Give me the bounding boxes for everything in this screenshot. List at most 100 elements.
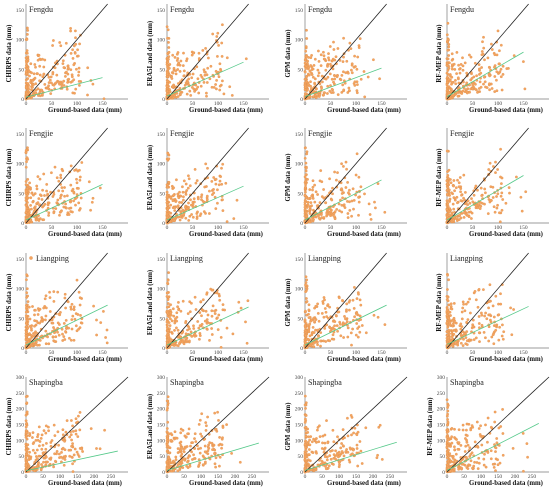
data-point — [318, 82, 322, 86]
data-point — [184, 182, 188, 186]
data-point — [317, 335, 320, 338]
data-point — [218, 436, 221, 439]
data-point — [190, 86, 194, 89]
data-point — [198, 311, 202, 314]
data-point — [477, 331, 481, 335]
data-point — [26, 29, 30, 32]
data-point — [341, 196, 344, 200]
data-point — [376, 453, 379, 457]
data-point — [69, 52, 73, 55]
data-point — [312, 218, 315, 221]
data-point — [376, 182, 380, 185]
data-point — [478, 207, 482, 210]
data-point — [25, 287, 29, 291]
data-point — [57, 189, 61, 193]
data-point — [47, 75, 51, 79]
data-point — [245, 341, 249, 345]
data-point — [206, 166, 209, 170]
data-point — [335, 178, 338, 182]
data-point — [42, 306, 46, 310]
data-point — [378, 77, 381, 81]
data-point — [216, 316, 219, 320]
data-point — [165, 436, 169, 440]
data-point — [78, 84, 81, 87]
data-point — [477, 315, 481, 318]
data-point — [56, 198, 60, 202]
data-point — [170, 332, 174, 335]
data-point — [55, 450, 59, 453]
data-point — [187, 219, 191, 222]
data-point — [71, 187, 75, 191]
data-point — [311, 326, 315, 329]
data-point — [447, 45, 451, 49]
data-point — [49, 444, 53, 448]
data-point — [447, 78, 451, 81]
data-point — [191, 51, 195, 55]
data-point — [457, 218, 461, 221]
y-tick-label: 250 — [16, 391, 25, 397]
data-point — [71, 442, 74, 445]
y-axis-label: ERA5Land data (mm) — [147, 145, 154, 210]
data-point — [169, 438, 173, 442]
data-point — [196, 197, 200, 201]
data-point — [63, 455, 67, 459]
data-point — [182, 457, 186, 461]
data-point — [488, 82, 491, 86]
data-point — [216, 328, 220, 331]
x-axis-label: Ground-based data (mm) — [189, 356, 263, 363]
data-point — [445, 440, 449, 444]
data-point — [452, 207, 456, 211]
data-point — [192, 327, 196, 330]
data-point — [464, 444, 468, 448]
data-point — [192, 197, 196, 201]
data-point — [68, 435, 72, 439]
data-point — [315, 204, 319, 208]
data-point — [464, 191, 467, 194]
data-point — [321, 80, 324, 84]
data-point — [70, 455, 74, 459]
data-point — [318, 435, 322, 438]
data-point — [36, 175, 40, 178]
data-point — [174, 69, 178, 73]
data-point — [26, 33, 29, 36]
data-point — [487, 339, 491, 343]
data-point — [446, 21, 450, 25]
data-point — [174, 199, 178, 203]
data-point — [59, 44, 63, 48]
data-point — [76, 54, 80, 58]
data-point — [205, 318, 209, 321]
data-point — [305, 150, 309, 154]
data-point — [478, 67, 481, 71]
data-point — [445, 431, 449, 434]
data-point — [485, 86, 489, 89]
data-point — [340, 187, 343, 191]
data-point — [73, 317, 77, 321]
data-point — [28, 181, 31, 185]
data-point — [368, 213, 372, 216]
data-point — [496, 192, 500, 196]
data-point — [502, 330, 506, 334]
data-point — [326, 65, 329, 68]
data-point — [214, 83, 217, 86]
data-point — [304, 275, 308, 279]
data-point — [79, 314, 82, 317]
data-point — [205, 194, 209, 198]
data-point — [91, 82, 95, 86]
data-point — [71, 430, 75, 433]
data-point — [327, 56, 330, 60]
data-point — [166, 28, 170, 32]
data-point — [171, 343, 174, 346]
data-point — [193, 447, 197, 450]
data-point — [303, 443, 307, 446]
data-point — [45, 189, 48, 193]
data-point — [49, 75, 53, 79]
data-point — [186, 432, 189, 436]
data-point — [451, 460, 455, 464]
data-point — [167, 432, 171, 436]
data-point — [221, 303, 225, 306]
data-point — [462, 173, 466, 177]
data-point — [36, 433, 40, 436]
data-point — [63, 296, 67, 300]
